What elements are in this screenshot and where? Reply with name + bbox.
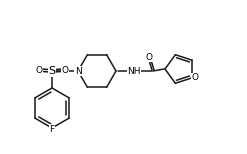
Text: O: O [36,65,42,75]
Text: O: O [62,65,68,75]
Text: S: S [48,66,56,76]
Text: NH: NH [127,67,141,75]
Text: N: N [75,67,81,75]
Text: O: O [145,53,152,61]
Text: F: F [49,124,55,134]
Text: O: O [192,73,199,82]
